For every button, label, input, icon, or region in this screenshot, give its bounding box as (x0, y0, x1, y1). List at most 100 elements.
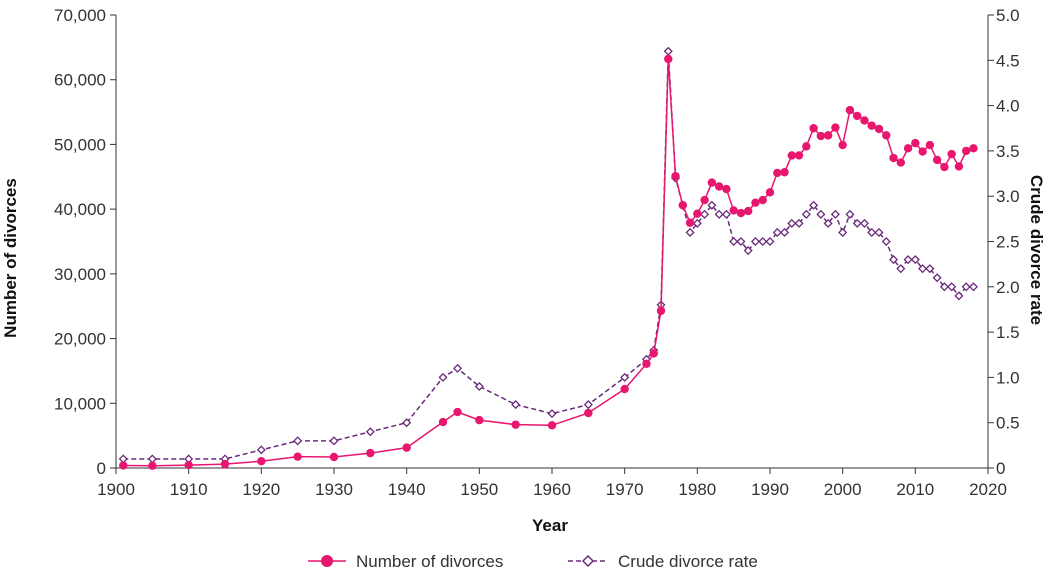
data-point-number-of-divorces (744, 206, 753, 216)
data-point-number-of-divorces (751, 198, 760, 207)
y-right-axis-title: Crude divorce rate (1027, 175, 1046, 325)
data-point-number-of-divorces (620, 384, 629, 394)
data-point-number-of-divorces (329, 452, 339, 462)
x-tick-label: 1930 (315, 480, 353, 499)
y-left-tick-label: 0 (97, 459, 106, 478)
data-point-number-of-divorces (911, 138, 920, 148)
data-point-crude-divorce-rate (954, 291, 964, 301)
data-point-crude-divorce-rate (438, 372, 448, 382)
data-point-crude-divorce-rate (896, 264, 906, 274)
legend-label-number-of-divorces: Number of divorces (356, 552, 503, 571)
data-point-number-of-divorces (707, 178, 717, 187)
data-point-crude-divorce-rate (620, 372, 630, 382)
data-point-crude-divorce-rate (583, 400, 593, 410)
y-left-tick-label: 50,000 (54, 135, 106, 154)
data-point-number-of-divorces (678, 201, 687, 210)
data-point-number-of-divorces (293, 452, 302, 461)
y-right-tick-label: 0.5 (996, 414, 1020, 433)
y-right-tick-label: 2.5 (996, 233, 1020, 252)
data-point-number-of-divorces (584, 408, 593, 418)
data-point-number-of-divorces (874, 124, 884, 134)
data-point-crude-divorce-rate (823, 218, 833, 228)
data-point-number-of-divorces (845, 105, 855, 115)
data-point-number-of-divorces (823, 131, 833, 140)
data-point-number-of-divorces (438, 417, 448, 427)
data-point-number-of-divorces (831, 123, 840, 132)
data-point-number-of-divorces (889, 153, 898, 163)
x-tick-label: 1950 (460, 480, 498, 499)
x-tick-label: 2010 (896, 480, 934, 499)
data-point-crude-divorce-rate (453, 363, 463, 373)
y-left-tick-label: 40,000 (54, 200, 106, 219)
data-point-crude-divorce-rate (692, 218, 702, 228)
legend-swatch-crude-divorce-rate-marker (581, 554, 595, 568)
y-right-tick-label: 4.0 (996, 97, 1020, 116)
data-point-number-of-divorces (947, 149, 956, 159)
data-point-crude-divorce-rate (903, 255, 913, 265)
data-point-crude-divorce-rate (729, 236, 739, 247)
data-point-crude-divorce-rate (256, 445, 266, 455)
y-left-tick-label: 70,000 (54, 6, 106, 25)
data-point-number-of-divorces (758, 195, 767, 205)
data-point-crude-divorce-rate (910, 255, 920, 265)
data-point-crude-divorce-rate (707, 200, 717, 210)
y-right-tick-label: 0 (996, 459, 1005, 478)
data-point-number-of-divorces (925, 140, 935, 150)
x-tick-label: 1900 (97, 480, 135, 499)
y-right-tick-label: 3.5 (996, 142, 1020, 161)
data-point-number-of-divorces (148, 461, 157, 470)
data-point-crude-divorce-rate (794, 218, 804, 228)
data-point-number-of-divorces (896, 158, 905, 167)
data-point-crude-divorce-rate (758, 236, 768, 247)
data-point-crude-divorce-rate (787, 218, 797, 228)
data-point-crude-divorce-rate (867, 227, 877, 237)
y-right-tick-label: 1.0 (996, 368, 1020, 387)
data-point-number-of-divorces (475, 415, 484, 425)
data-point-number-of-divorces (765, 188, 775, 197)
data-point-number-of-divorces (932, 155, 942, 165)
data-point-crude-divorce-rate (881, 236, 891, 247)
data-point-number-of-divorces (729, 206, 738, 215)
data-point-crude-divorce-rate (932, 273, 942, 283)
data-point-number-of-divorces (664, 54, 673, 64)
data-point-crude-divorce-rate (968, 282, 978, 292)
data-point-crude-divorce-rate (925, 264, 935, 274)
x-tick-label: 1910 (170, 480, 208, 499)
legend-item-crude-divorce-rate: Crude divorce rate (568, 552, 758, 571)
data-point-number-of-divorces (962, 146, 971, 156)
y-left-tick-label: 10,000 (54, 394, 106, 413)
data-point-crude-divorce-rate (714, 209, 724, 219)
data-point-crude-divorce-rate (947, 282, 957, 292)
data-point-number-of-divorces (903, 144, 913, 153)
y-left-tick-label: 20,000 (54, 330, 106, 349)
data-point-crude-divorce-rate (402, 418, 412, 428)
data-point-crude-divorce-rate (859, 218, 869, 228)
data-point-crude-divorce-rate (816, 209, 826, 219)
data-point-number-of-divorces (954, 162, 964, 171)
data-point-crude-divorce-rate (852, 218, 862, 228)
data-point-number-of-divorces (918, 147, 927, 156)
data-point-number-of-divorces (511, 420, 520, 429)
data-point-number-of-divorces (693, 209, 702, 218)
data-point-number-of-divorces (722, 184, 731, 194)
y-left-axis-title: Number of divorces (1, 178, 20, 338)
data-point-number-of-divorces (853, 111, 862, 121)
data-point-number-of-divorces (882, 131, 891, 140)
data-point-number-of-divorces (642, 359, 651, 369)
data-point-crude-divorce-rate (780, 227, 790, 237)
data-point-number-of-divorces (816, 131, 826, 141)
y-right-tick-label: 2.0 (996, 278, 1020, 297)
legend: Number of divorces Crude divorce rate (308, 552, 758, 571)
series-layer (118, 46, 978, 470)
data-point-crude-divorce-rate (365, 427, 375, 437)
data-point-crude-divorce-rate (830, 209, 840, 219)
data-point-number-of-divorces (969, 144, 978, 153)
data-point-crude-divorce-rate (961, 282, 971, 292)
data-point-crude-divorce-rate (838, 227, 848, 237)
data-point-crude-divorce-rate (474, 381, 484, 391)
x-axis-title: Year (532, 516, 568, 535)
data-point-crude-divorce-rate (918, 264, 928, 274)
data-point-number-of-divorces (220, 459, 230, 469)
data-point-number-of-divorces (802, 142, 811, 151)
